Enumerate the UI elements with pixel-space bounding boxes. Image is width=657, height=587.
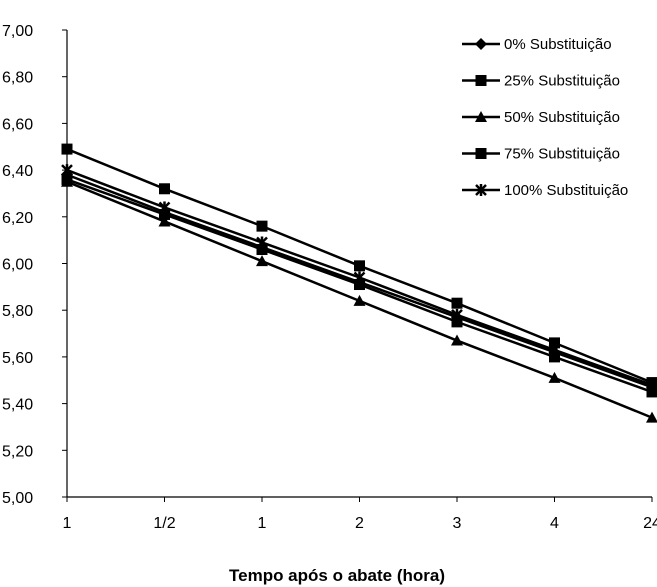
data-point: [452, 298, 463, 309]
legend-item-5: 100% Substituição: [462, 182, 628, 199]
legend-label: 0% Substituição: [504, 36, 612, 53]
x-tick-label: 4: [550, 515, 559, 532]
data-point: [354, 260, 365, 271]
legend-label: 50% Substituição: [504, 109, 620, 126]
series-2: [62, 144, 657, 388]
legend-label: 100% Substituição: [504, 182, 628, 199]
legend: 0% Substituição 25% Substituição 50% Subst…: [462, 36, 628, 199]
x-axis-title: Tempo após o abate (hora): [229, 566, 445, 585]
y-tick-label: 6,40: [2, 163, 33, 180]
x-tick-label: 2: [355, 515, 364, 532]
y-tick-label: 5,80: [2, 303, 33, 320]
y-tick-label: 5,60: [2, 350, 33, 367]
legend-item-2: 25% Substituição: [462, 73, 620, 90]
legend-marker: [476, 75, 487, 86]
y-tick-label: 6,60: [2, 116, 33, 133]
y-tick-label: 6,00: [2, 257, 33, 274]
x-tick-label: 1: [258, 515, 267, 532]
legend-item-1: 0% Substituição: [462, 36, 612, 53]
y-tick-label: 5,20: [2, 443, 33, 460]
axes: 5,00 5,20 5,40 5,60 5,80 6,00 6,20 6,40 6,60 6,80…: [2, 23, 657, 532]
y-tick-label: 5,40: [2, 397, 33, 414]
x-tick-label: 1/2: [153, 515, 175, 532]
x-tick-label: 1: [63, 515, 72, 532]
legend-marker: [476, 148, 487, 159]
data-point: [257, 221, 268, 232]
series-3: [61, 176, 657, 423]
legend-item-4: 75% Substituição: [462, 146, 620, 163]
legend-label: 75% Substituição: [504, 146, 620, 163]
data-point: [62, 144, 73, 155]
x-tick-label: 24: [643, 515, 657, 532]
x-tick-label: 3: [453, 515, 462, 532]
y-tick-label: 6,20: [2, 210, 33, 227]
data-point: [159, 183, 170, 194]
legend-label: 25% Substituição: [504, 73, 620, 90]
legend-item-3: 50% Substituição: [462, 109, 620, 126]
y-tick-label: 7,00: [2, 23, 33, 40]
legend-marker: [475, 38, 487, 50]
y-tick-label: 5,00: [2, 490, 33, 507]
y-tick-label: 6,80: [2, 70, 33, 87]
